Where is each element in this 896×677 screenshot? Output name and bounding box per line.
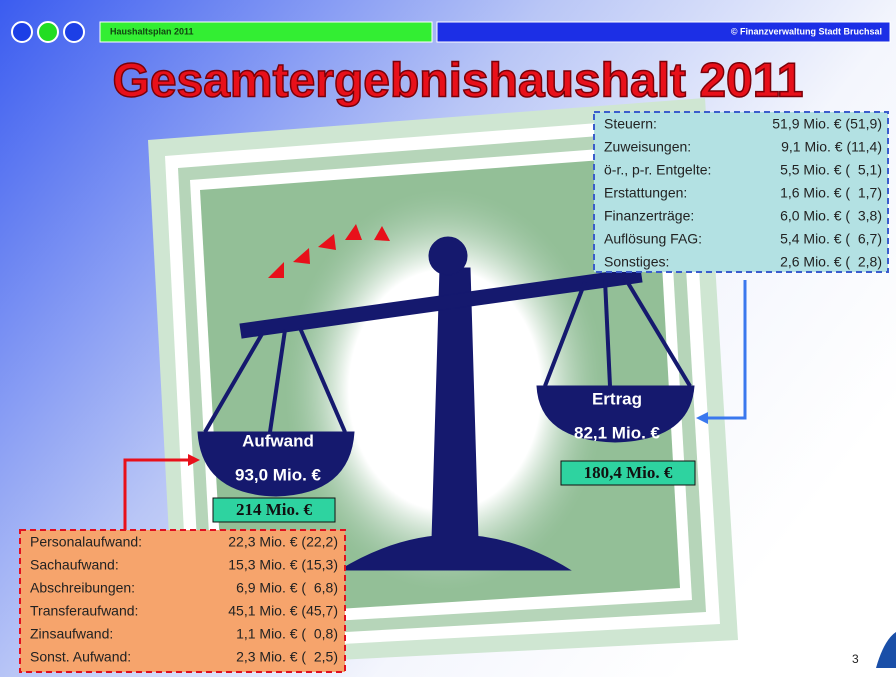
row-label: Steuern: <box>604 116 657 132</box>
row-label: Sonstiges: <box>604 254 669 270</box>
row-value: 9,1 Mio. € (11,4) <box>781 139 882 155</box>
row-value: 51,9 Mio. € (51,9) <box>772 116 882 132</box>
row-value: 15,3 Mio. € (15,3) <box>228 557 338 573</box>
row-label: Finanzerträge: <box>604 208 694 224</box>
row-label: Auflösung FAG: <box>604 231 702 247</box>
row-label: Sonst. Aufwand: <box>30 649 131 665</box>
row-value: 2,6 Mio. € ( 2,8) <box>780 254 882 270</box>
total: 214 Mio. € <box>236 500 313 519</box>
header-left: Haushaltsplan 2011 <box>110 26 194 36</box>
row-value: 6,9 Mio. € ( 6,8) <box>236 580 338 596</box>
row-value: 2,3 Mio. € ( 2,5) <box>236 649 338 665</box>
slide: Haushaltsplan 2011 © Finanzverwaltung St… <box>0 0 896 677</box>
row-value: 5,4 Mio. € ( 6,7) <box>780 231 882 247</box>
total: 180,4 Mio. € <box>584 463 673 482</box>
page-number: 3 <box>852 652 859 666</box>
row-label: Personalaufwand: <box>30 534 142 550</box>
row-label: ö-r., p-r. Entgelte: <box>604 162 711 178</box>
row-value: 1,6 Mio. € ( 1,7) <box>780 185 882 201</box>
row-value: 6,0 Mio. € ( 3,8) <box>780 208 882 224</box>
pan-value: 82,1 Mio. € <box>574 423 661 442</box>
row-label: Transferaufwand: <box>30 603 138 619</box>
row-label: Zinsaufwand: <box>30 626 113 642</box>
row-label: Sachaufwand: <box>30 557 119 573</box>
header-right: © Finanzverwaltung Stadt Bruchsal <box>731 26 882 36</box>
row-label: Abschreibungen: <box>30 580 135 596</box>
row-label: Zuweisungen: <box>604 139 691 155</box>
row-label: Erstattungen: <box>604 185 687 201</box>
row-value: 5,5 Mio. € ( 5,1) <box>780 162 882 178</box>
row-value: 22,3 Mio. € (22,2) <box>228 534 338 550</box>
pan-value: 93,0 Mio. € <box>235 465 322 484</box>
row-value: 1,1 Mio. € ( 0,8) <box>236 626 338 642</box>
row-value: 45,1 Mio. € (45,7) <box>228 603 338 619</box>
pan-label: Aufwand <box>242 431 314 450</box>
pan-label: Ertrag <box>592 389 642 408</box>
